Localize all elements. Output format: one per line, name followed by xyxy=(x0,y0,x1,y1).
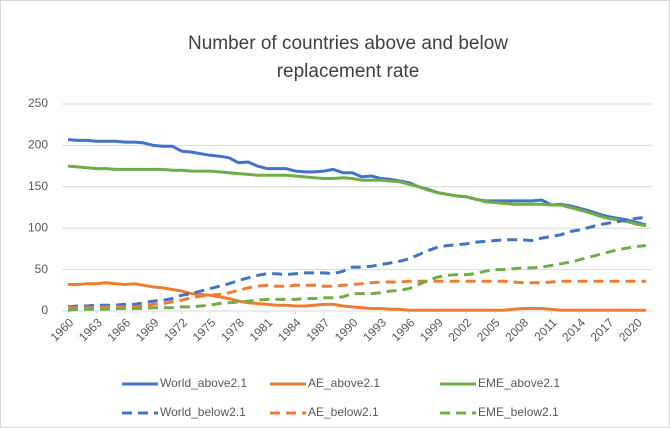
legend-label: AE_above2.1 xyxy=(308,376,380,390)
series-line xyxy=(67,164,647,228)
series-line xyxy=(68,281,646,312)
y-tick-label: 50 xyxy=(35,262,49,276)
series-line xyxy=(67,244,647,312)
y-tick-label: 150 xyxy=(28,179,48,193)
legend-label: AE_below2.1 xyxy=(308,405,379,419)
chart-title: Number of countries above and below xyxy=(188,33,508,54)
legend-label: World_below2.1 xyxy=(160,405,246,419)
chart-title: replacement rate xyxy=(277,61,420,82)
series-line xyxy=(67,215,647,309)
legend-label: EME_below2.1 xyxy=(478,405,559,419)
legend-label: EME_above2.1 xyxy=(478,376,560,390)
y-tick-label: 200 xyxy=(28,138,48,152)
series-line xyxy=(68,279,646,310)
legend-label: World_above2.1 xyxy=(160,376,247,390)
y-tick-label: 100 xyxy=(28,220,48,234)
y-tick-label: 0 xyxy=(41,303,48,317)
y-tick-label: 250 xyxy=(28,96,48,110)
